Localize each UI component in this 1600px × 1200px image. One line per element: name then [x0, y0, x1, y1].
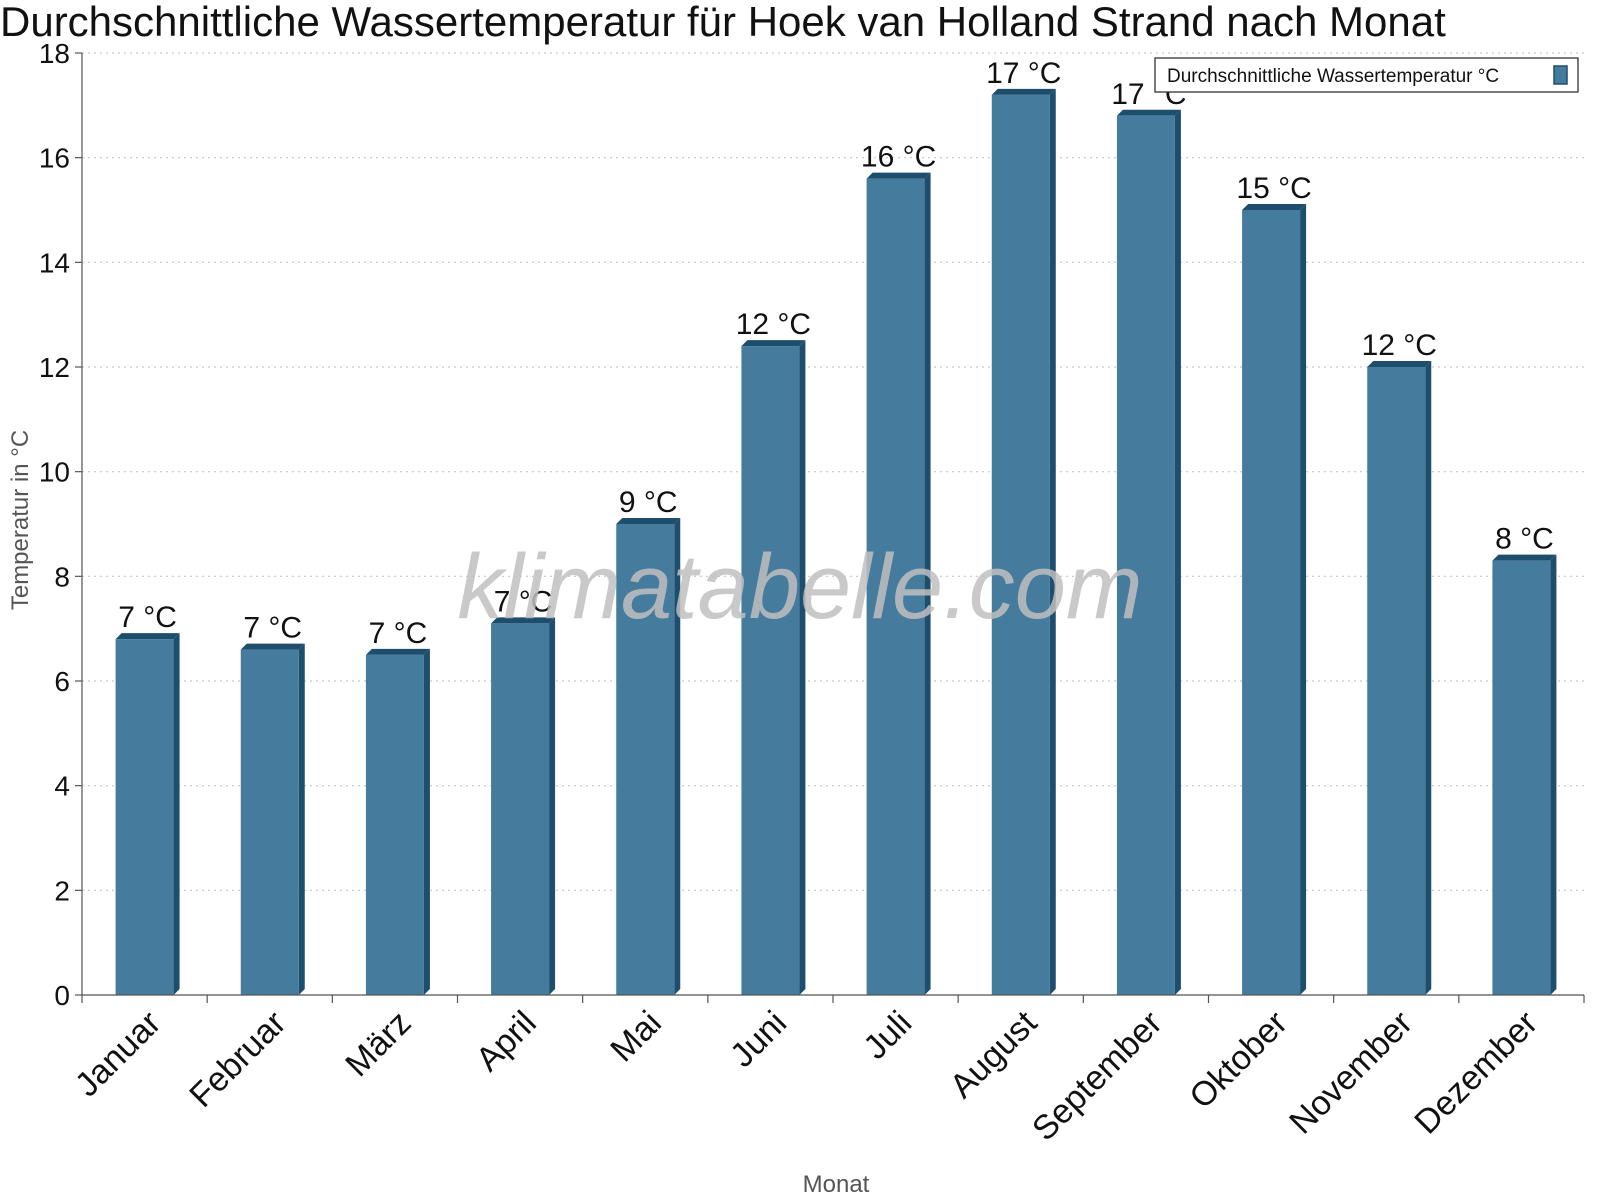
- bar-12: [1492, 554, 1557, 995]
- bar-front: [240, 649, 299, 995]
- y-tick-label: 8: [54, 561, 70, 592]
- grid-lines: [82, 52, 1584, 891]
- bar-top: [115, 633, 180, 640]
- bar-side: [1049, 88, 1056, 995]
- bar-side: [674, 518, 681, 995]
- bar-side: [173, 633, 180, 995]
- data-label: 15 °C: [1236, 172, 1311, 205]
- y-tick-label: 10: [39, 457, 70, 488]
- x-tick-label: Januar: [68, 1004, 168, 1104]
- bar-side: [799, 340, 806, 996]
- bar-side: [423, 648, 430, 995]
- chart-title: Durchschnittliche Wassertemperatur für H…: [0, 0, 1446, 45]
- bar-front: [1492, 560, 1551, 995]
- bar-4: [491, 617, 556, 995]
- y-tick-label: 18: [39, 38, 70, 69]
- y-tick-label: 16: [39, 143, 70, 174]
- bar-side: [1550, 554, 1557, 995]
- x-tick-label: Oktober: [1182, 1004, 1294, 1116]
- x-tick-label: Juli: [856, 1004, 919, 1067]
- y-tick-label: 6: [54, 666, 70, 697]
- bar-top: [1116, 109, 1181, 116]
- bar-top: [741, 340, 806, 347]
- y-tick-label: 4: [54, 771, 70, 802]
- legend-swatch: [1553, 65, 1568, 85]
- bar-top: [240, 643, 305, 650]
- data-label: 9 °C: [619, 486, 678, 519]
- x-tick-label: Juni: [723, 1004, 794, 1075]
- bar-11: [1367, 361, 1432, 995]
- x-tick-label: August: [943, 1003, 1045, 1105]
- bar-front: [1116, 115, 1175, 996]
- bar-top: [1492, 554, 1557, 561]
- bar-front: [616, 524, 675, 995]
- bar-8: [991, 88, 1056, 995]
- y-tick-label: 14: [39, 247, 70, 278]
- bar-front: [991, 94, 1050, 995]
- data-label: 7 °C: [243, 612, 302, 645]
- data-label: 17 °C: [986, 57, 1061, 90]
- bar-top: [991, 88, 1056, 95]
- y-tick-label: 2: [54, 875, 70, 906]
- y-tick-label: 0: [54, 980, 70, 1011]
- bar-side: [549, 617, 556, 995]
- data-label: 8 °C: [1495, 523, 1554, 556]
- bar-front: [115, 639, 174, 995]
- x-tick-label: März: [338, 1004, 418, 1084]
- bar-front: [1242, 210, 1301, 995]
- y-tick-label: 12: [39, 352, 70, 383]
- watermark: klimatabelle.com: [457, 536, 1142, 638]
- data-labels: 7 °C 7 °C 7 °C7 °C9 °C12 °C16 °C17 °C17 °C…: [118, 57, 1554, 650]
- x-tick-label: Mai: [603, 1004, 669, 1070]
- bar-side: [1300, 204, 1307, 995]
- bar-10: [1242, 204, 1307, 995]
- bar-7: [866, 172, 931, 996]
- bar-side: [1174, 109, 1181, 996]
- bars: [115, 88, 1557, 996]
- data-label: 7 °C: [118, 601, 177, 634]
- legend-entry-label: Durchschnittliche Wassertemperatur °C: [1167, 66, 1499, 87]
- bar-5: [616, 518, 681, 995]
- bar-top: [365, 648, 430, 655]
- data-label: 16 °C: [861, 141, 936, 174]
- x-tick-label: Februar: [182, 1004, 293, 1115]
- data-label: 12 °C: [1362, 329, 1437, 362]
- bar-1: [115, 633, 180, 995]
- x-tick-label: Dezember: [1407, 1004, 1545, 1142]
- bar-front: [741, 346, 800, 996]
- data-label: 7 °C: [369, 617, 428, 650]
- data-label: 7 °C: [494, 585, 553, 618]
- legend: Durchschnittliche Wassertemperatur °C: [1154, 57, 1579, 93]
- bar-front: [365, 654, 424, 995]
- y-axis-title: Temperatur in °C: [7, 430, 34, 610]
- bar-2: [240, 643, 305, 995]
- bar-top: [616, 518, 681, 524]
- x-tick-label: November: [1282, 1004, 1420, 1142]
- x-axis-title: Monat: [803, 1171, 870, 1198]
- bar-side: [298, 643, 305, 995]
- bar-side: [924, 172, 931, 996]
- bar-front: [866, 178, 925, 996]
- bar-top: [1242, 204, 1307, 210]
- bar-3: [365, 648, 430, 995]
- bar-front: [1367, 367, 1426, 995]
- bar-side: [1425, 361, 1432, 995]
- bar-top: [491, 617, 556, 624]
- legend-box: [1154, 57, 1579, 93]
- x-tick-label: April: [469, 1004, 544, 1079]
- bar-top: [1367, 361, 1432, 367]
- x-tick-label: September: [1025, 1004, 1169, 1148]
- bar-front: [491, 623, 550, 995]
- bar-9: [1116, 109, 1181, 996]
- bar-top: [866, 172, 931, 179]
- bar-6: [741, 340, 806, 996]
- data-label: 12 °C: [736, 308, 811, 341]
